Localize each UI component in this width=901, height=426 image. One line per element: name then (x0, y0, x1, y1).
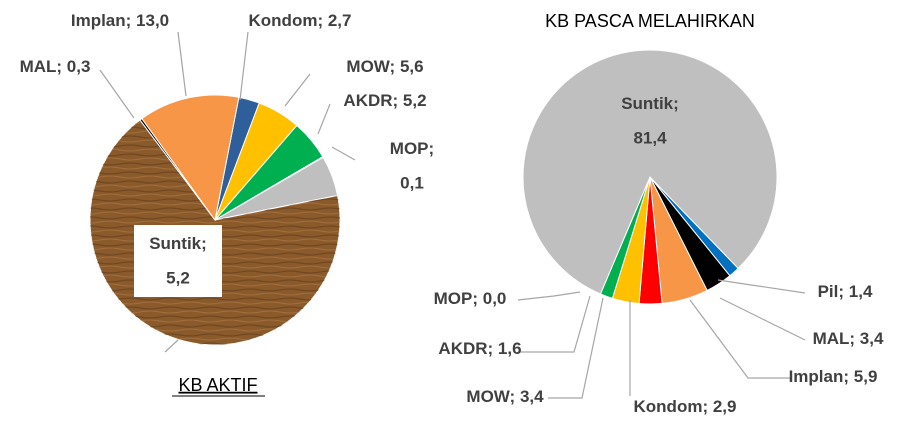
category-name: Pil (818, 282, 839, 301)
category-name: MOW (346, 57, 390, 76)
value-label: 5,6 (400, 57, 424, 76)
chart-title: KB PASCA MELAHIRKAN (545, 11, 755, 31)
separator: ; (838, 282, 848, 301)
chart: KB AKTIF KB PASCA MELAHIRKAN Kondom; 2,7… (0, 0, 901, 426)
leader-line (285, 74, 310, 106)
value-label: 5,9 (854, 367, 878, 386)
value-label: 0,3 (67, 57, 91, 76)
category-name: MOW (466, 387, 510, 406)
category-name: MAL (20, 57, 57, 76)
category-name: MAL (813, 329, 850, 348)
leader-line (690, 300, 790, 378)
data-label: AKDR; 1,6 (438, 339, 521, 358)
category-name: AKDR (438, 339, 487, 358)
value-label: 3,4 (860, 329, 884, 348)
leader-line (240, 32, 248, 100)
separator: ; (317, 11, 327, 30)
data-label: Implan; 5,9 (789, 367, 878, 386)
data-label: MOW; 3,4 (466, 387, 544, 406)
value-label: 13,0 (136, 11, 169, 30)
data-label: Pil; 1,4 (818, 282, 873, 301)
data-label: MAL; 0,3 (20, 57, 91, 76)
data-label: MAL; 3,4 (813, 329, 884, 348)
separator: ; (393, 91, 403, 110)
leader-line (165, 340, 178, 352)
leader-line (100, 70, 134, 118)
separator: ; (126, 11, 136, 30)
value-label: 0,0 (483, 289, 507, 308)
category-name: Implan (71, 11, 126, 30)
category-name: Implan (789, 367, 844, 386)
leader-line (332, 147, 355, 160)
leader-line (520, 296, 590, 352)
category-name: Kondom (634, 397, 703, 416)
separator: ; (429, 139, 435, 158)
leader-line (318, 104, 330, 134)
separator: ; (702, 397, 712, 416)
value-label: 2,9 (713, 397, 737, 416)
category-name: Kondom (249, 11, 318, 30)
category-name: AKDR (343, 91, 392, 110)
data-label: Suntik; (621, 94, 679, 113)
data-label: Implan; 13,0 (71, 11, 169, 30)
data-label: Kondom; 2,9 (634, 397, 737, 416)
category-name: Suntik (149, 234, 201, 253)
leader-line (720, 298, 805, 340)
separator: ; (488, 339, 498, 358)
data-label: MOP; 0,0 (434, 289, 507, 308)
leader-line (178, 32, 186, 96)
value-label: 0,1 (400, 173, 424, 192)
value-label: 5,2 (403, 91, 427, 110)
value-label: 3,4 (520, 387, 544, 406)
value-label: 81,4 (633, 128, 667, 147)
data-label: AKDR; 5,2 (343, 91, 426, 110)
separator: ; (843, 367, 853, 386)
separator: ; (849, 329, 859, 348)
chart-title: KB AKTIF (178, 375, 257, 395)
value-label: 2,7 (328, 11, 352, 30)
data-label: MOP; (390, 139, 434, 158)
separator: ; (510, 387, 520, 406)
value-label: 1,6 (498, 339, 522, 358)
separator: ; (56, 57, 66, 76)
data-label: Suntik; (149, 234, 207, 253)
leader-line (718, 280, 805, 293)
separator: ; (390, 57, 400, 76)
value-label: 1,4 (849, 282, 873, 301)
category-name: MOP (390, 139, 429, 158)
data-label: MOW; 5,6 (346, 57, 423, 76)
category-name: Suntik (621, 94, 673, 113)
value-label: 5,2 (166, 268, 190, 287)
data-label: Kondom; 2,7 (249, 11, 352, 30)
category-name: MOP (434, 289, 473, 308)
leader-line (518, 292, 580, 300)
separator: ; (673, 94, 679, 113)
separator: ; (201, 234, 207, 253)
separator: ; (472, 289, 482, 308)
